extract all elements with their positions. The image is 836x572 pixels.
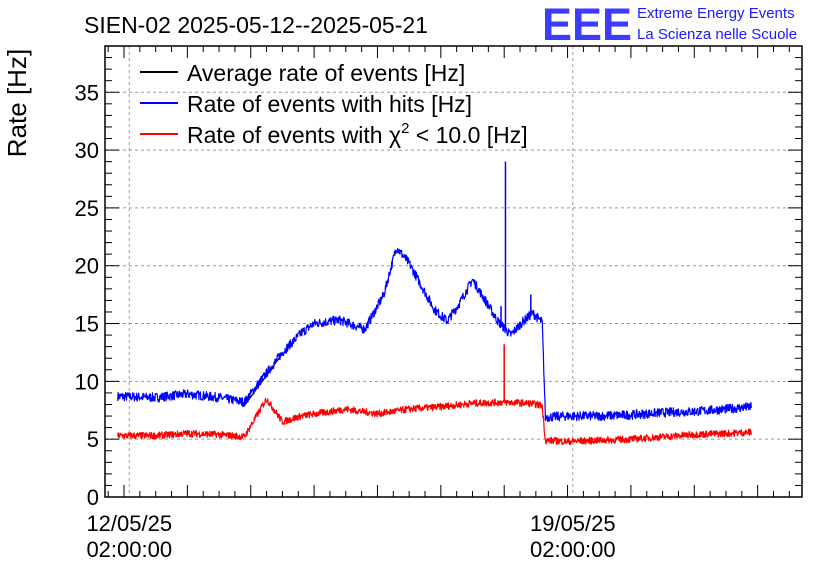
logo-line1: Extreme Energy Events bbox=[637, 5, 795, 22]
legend: Average rate of events [Hz] Rate of event… bbox=[140, 60, 528, 148]
legend-label-suffix: < 10.0 [Hz] bbox=[409, 122, 527, 148]
legend-entry: Average rate of events [Hz] bbox=[140, 60, 465, 86]
y-tick-label: 5 bbox=[87, 427, 99, 452]
y-tick-label: 20 bbox=[75, 254, 99, 279]
y-tick-label: 35 bbox=[75, 80, 99, 105]
legend-label: Rate of events with χ2 < 10.0 [Hz] bbox=[187, 120, 528, 148]
y-tick-label: 10 bbox=[75, 369, 99, 394]
chart-title: SIEN-02 2025-05-12--2025-05-21 bbox=[84, 12, 428, 38]
y-axis-label: Rate [Hz] bbox=[2, 49, 32, 157]
x-tick-time: 02:00:00 bbox=[86, 537, 172, 562]
axes: 0510152025303512/05/2502:00:0019/05/2502… bbox=[75, 45, 803, 562]
grid-lines bbox=[105, 46, 802, 497]
legend-label-superscript: 2 bbox=[401, 120, 409, 137]
legend-label-text: Rate of events with χ bbox=[187, 122, 401, 148]
plot-frame bbox=[104, 45, 803, 498]
legend-entry: Rate of events with χ2 < 10.0 [Hz] bbox=[140, 120, 528, 148]
eee-logo-letters: EEE bbox=[542, 0, 632, 50]
legend-entry: Rate of events with hits [Hz] bbox=[140, 91, 472, 117]
y-tick-label: 25 bbox=[75, 196, 99, 221]
eee-logo: EEE Extreme Energy Events La Scienza nel… bbox=[542, 0, 797, 50]
y-tick-label: 30 bbox=[75, 138, 99, 163]
y-tick-label: 0 bbox=[87, 485, 99, 510]
series-line-0 bbox=[243, 353, 283, 406]
x-tick-date: 12/05/25 bbox=[86, 511, 172, 536]
x-tick-date: 19/05/25 bbox=[530, 511, 616, 536]
logo-line2: La Scienza nelle Scuole bbox=[637, 26, 797, 43]
legend-label: Average rate of events [Hz] bbox=[187, 60, 465, 86]
legend-label: Rate of events with hits [Hz] bbox=[187, 91, 472, 117]
series-line-2 bbox=[117, 397, 752, 446]
y-tick-label: 15 bbox=[75, 312, 99, 337]
series-layer bbox=[117, 161, 752, 446]
series-line-1 bbox=[117, 248, 752, 422]
legend-label-text: Rate of events with hits [Hz] bbox=[187, 91, 472, 117]
x-tick-time: 02:00:00 bbox=[530, 537, 616, 562]
legend-label-text: Average rate of events [Hz] bbox=[187, 60, 465, 86]
